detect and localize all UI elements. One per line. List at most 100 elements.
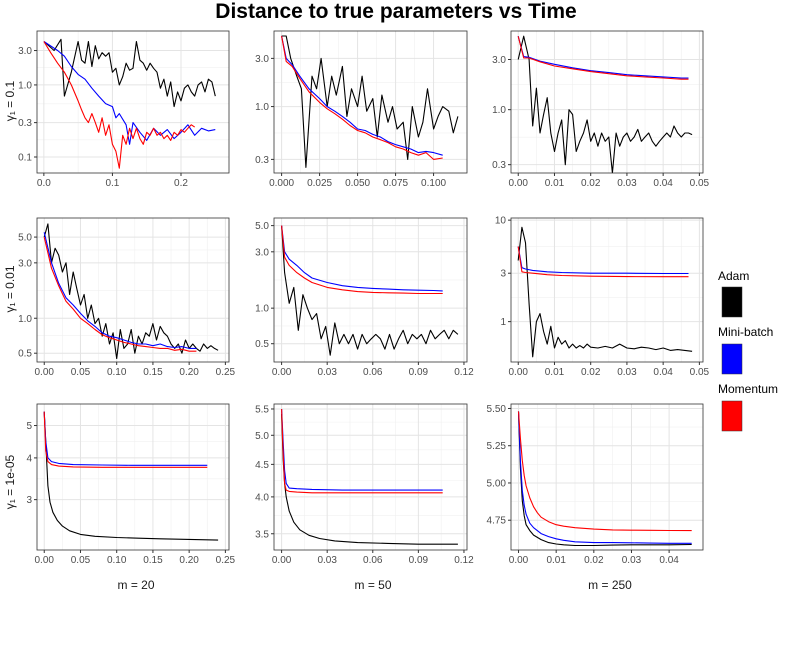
x-tick-label: 0.050 bbox=[345, 178, 370, 189]
x-tick-label: 0.06 bbox=[363, 367, 383, 378]
series-line-adam bbox=[43, 411, 219, 541]
x-tick-label: 0.02 bbox=[581, 178, 601, 189]
legend-entry-adam: Adam bbox=[718, 269, 749, 318]
y-tick-label: 4 bbox=[26, 453, 32, 464]
x-tick-label: 0.05 bbox=[690, 178, 710, 189]
y-tick-label: 1.0 bbox=[255, 304, 269, 315]
x-tick-label: 0.25 bbox=[216, 367, 236, 378]
y-tick-label: 1.0 bbox=[18, 314, 32, 325]
x-tick-label: 0.04 bbox=[659, 555, 679, 566]
series-line-mini-batch bbox=[43, 411, 208, 466]
x-tick-label: 0.15 bbox=[143, 555, 163, 566]
x-tick-label: 0.15 bbox=[143, 367, 163, 378]
legend-label-mini-batch: Mini-batch bbox=[718, 325, 773, 339]
y-tick-label: 0.3 bbox=[18, 118, 32, 129]
x-tick-label: 0.00 bbox=[509, 367, 529, 378]
x-tick-label: 0.09 bbox=[409, 555, 429, 566]
legend-swatch-momentum bbox=[721, 400, 743, 432]
row-label-1: γ₁ = 0.1 bbox=[3, 80, 17, 121]
y-tick-label: 5.0 bbox=[255, 221, 269, 232]
legend-label-adam: Adam bbox=[718, 269, 749, 283]
legend-swatch-mini-batch bbox=[721, 343, 743, 375]
x-tick-label: 0.04 bbox=[653, 367, 673, 378]
panel-background bbox=[511, 404, 703, 550]
x-tick-label: 0.06 bbox=[363, 555, 383, 566]
series-line-mini-batch bbox=[281, 225, 443, 292]
y-tick-label: 1.0 bbox=[18, 80, 32, 91]
series-line-mini-batch bbox=[43, 232, 197, 349]
y-tick-label: 4.0 bbox=[255, 492, 269, 503]
series-line-adam bbox=[281, 225, 459, 356]
y-tick-label: 3.0 bbox=[492, 55, 506, 66]
series-line-momentum bbox=[281, 225, 443, 295]
x-tick-label: 0.1 bbox=[105, 178, 119, 189]
panel-r1c3: 0.00 0.01 0.02 0.03 0.04 0.05 0.3 1.0 3.0 bbox=[492, 30, 710, 189]
y-tick-label: 4.75 bbox=[487, 516, 507, 527]
series-line-momentum bbox=[43, 411, 208, 468]
y-tick-label: 3.5 bbox=[255, 529, 269, 540]
y-tick-label: 5.25 bbox=[487, 441, 507, 452]
x-tick-label: 0.01 bbox=[545, 178, 565, 189]
x-tick-label: 0.20 bbox=[179, 367, 199, 378]
y-tick-label: 0.3 bbox=[492, 160, 506, 171]
series-line-adam bbox=[517, 226, 693, 358]
col-label-3: m = 250 bbox=[588, 578, 632, 592]
legend: Adam Mini-batch Momentum bbox=[718, 269, 778, 432]
x-tick-label: 0.100 bbox=[421, 178, 446, 189]
panel-background bbox=[37, 404, 229, 550]
x-tick-label: 0.05 bbox=[71, 367, 91, 378]
panel-border bbox=[510, 217, 704, 363]
y-tick-label: 3 bbox=[500, 269, 506, 280]
panel-border bbox=[36, 403, 230, 551]
y-tick-label: 5.5 bbox=[255, 404, 269, 415]
x-tick-label: 0.2 bbox=[174, 178, 188, 189]
x-tick-label: 0.05 bbox=[71, 555, 91, 566]
y-tick-label: 3.0 bbox=[18, 46, 32, 57]
x-tick-label: 0.03 bbox=[617, 367, 637, 378]
x-tick-label: 0.10 bbox=[107, 555, 127, 566]
col-label-1: m = 20 bbox=[117, 578, 154, 592]
series-line-momentum bbox=[43, 41, 196, 169]
y-tick-label: 3.0 bbox=[255, 54, 269, 65]
y-tick-label: 3.0 bbox=[18, 258, 32, 269]
y-tick-label: 0.5 bbox=[18, 349, 32, 360]
y-tick-label: 5.50 bbox=[487, 404, 507, 415]
y-tick-label: 5.0 bbox=[18, 233, 32, 244]
panel-r3c2: 0.00 0.03 0.06 0.09 0.12 3.5 4.0 4.5 5.0 5.5 bbox=[255, 403, 474, 566]
series-line-mini-batch bbox=[43, 41, 216, 145]
y-tick-label: 1.0 bbox=[255, 102, 269, 113]
x-tick-label: 0.09 bbox=[409, 367, 429, 378]
panel-r2c2: 0.00 0.03 0.06 0.09 0.12 0.5 1.0 3.0 5.0 bbox=[255, 217, 474, 378]
panel-border bbox=[273, 30, 468, 174]
panel-border bbox=[510, 30, 704, 174]
y-tick-label: 10 bbox=[495, 216, 507, 227]
y-tick-label: 5.0 bbox=[255, 431, 269, 442]
x-tick-label: 0.00 bbox=[272, 367, 292, 378]
x-tick-label: 0.01 bbox=[545, 367, 565, 378]
y-tick-label: 1.0 bbox=[492, 105, 506, 116]
legend-entry-mini-batch: Mini-batch bbox=[718, 325, 773, 375]
x-tick-label: 0.03 bbox=[622, 555, 642, 566]
x-tick-label: 0.00 bbox=[272, 555, 292, 566]
panel-border bbox=[510, 403, 704, 551]
x-tick-label: 0.025 bbox=[307, 178, 332, 189]
x-tick-label: 0.075 bbox=[383, 178, 408, 189]
legend-label-momentum: Momentum bbox=[718, 382, 778, 396]
y-tick-label: 0.1 bbox=[18, 153, 32, 164]
y-tick-label: 5 bbox=[26, 421, 32, 432]
series-line-momentum bbox=[281, 408, 443, 494]
panel-r1c2: 0.000 0.025 0.050 0.075 0.100 0.3 1.0 3.0 bbox=[255, 30, 468, 189]
chart-title: Distance to true parameters vs Time bbox=[215, 0, 576, 23]
panel-background bbox=[274, 31, 467, 173]
y-tick-label: 3.0 bbox=[255, 247, 269, 258]
x-tick-label: 0.03 bbox=[317, 555, 337, 566]
panel-r1c1: 0.0 0.1 0.2 0.1 0.3 1.0 3.0 bbox=[18, 30, 230, 189]
y-tick-label: 0.3 bbox=[255, 155, 269, 166]
row-label-3: γ₁ = 1e-05 bbox=[3, 454, 17, 509]
row-label-2: γ₁ = 0.01 bbox=[3, 265, 17, 312]
x-tick-label: 0.01 bbox=[546, 555, 566, 566]
x-tick-label: 0.12 bbox=[454, 555, 474, 566]
x-tick-label: 0.25 bbox=[216, 555, 236, 566]
series-line-momentum bbox=[43, 236, 197, 352]
